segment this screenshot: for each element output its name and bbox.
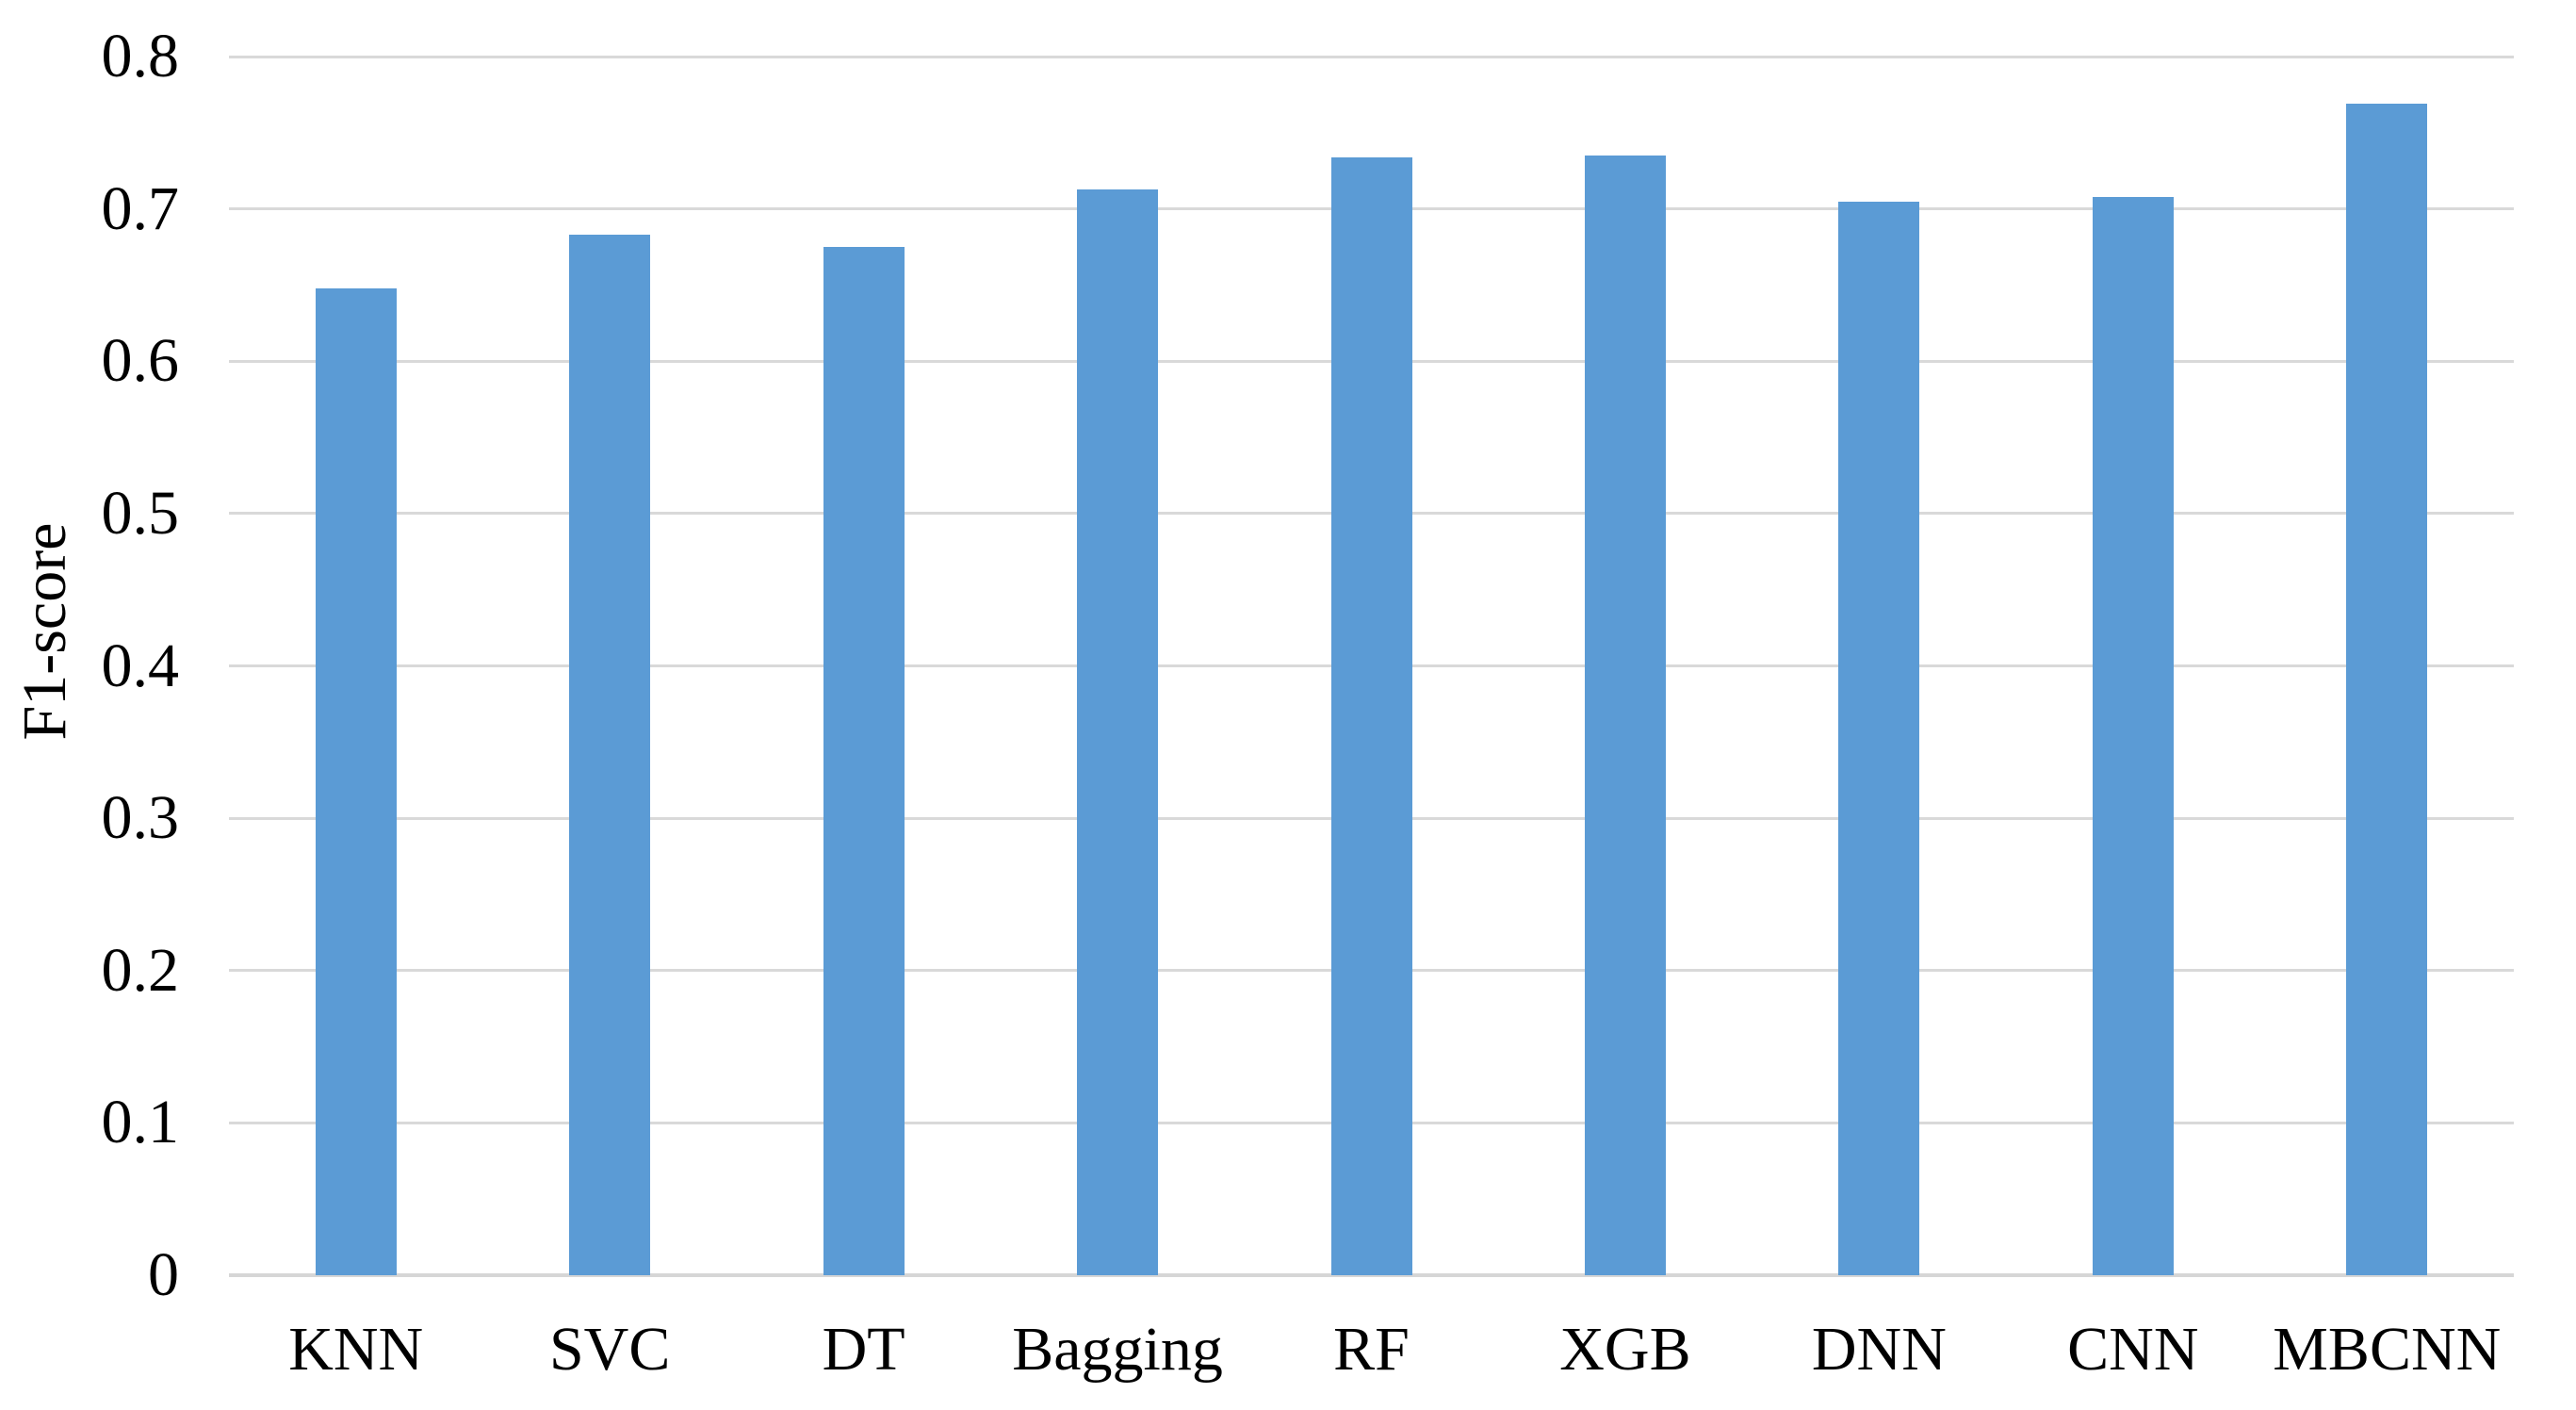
gridline-y-0.8 [229, 55, 2514, 58]
bar-dt [823, 247, 905, 1275]
x-category-label-rf: RF [1333, 1315, 1410, 1384]
y-tick-label-0.7: 0.7 [101, 173, 180, 243]
x-category-label-bagging: Bagging [1012, 1315, 1223, 1384]
y-tick-label-0: 0 [148, 1240, 179, 1309]
bar-knn [315, 287, 397, 1275]
bar-rf [1330, 156, 1412, 1275]
bar-mbcnn [2346, 104, 2428, 1275]
bar-bagging [1077, 189, 1159, 1275]
bar-xgb [1584, 156, 1666, 1275]
x-axis-line [229, 1273, 2514, 1277]
x-category-label-knn: KNN [288, 1315, 424, 1384]
bar-svc [569, 235, 651, 1275]
y-tick-label-0.8: 0.8 [101, 22, 180, 90]
x-category-label-mbcnn: MBCNN [2273, 1315, 2502, 1384]
y-tick-label-0.4: 0.4 [101, 631, 180, 700]
x-category-label-cnn: CNN [2067, 1315, 2199, 1384]
y-tick-label-0.2: 0.2 [101, 935, 180, 1005]
x-category-label-dnn: DNN [1811, 1315, 1947, 1384]
y-tick-label-0.1: 0.1 [101, 1088, 180, 1157]
x-category-label-xgb: XGB [1559, 1315, 1691, 1384]
y-tick-label-0.6: 0.6 [101, 326, 180, 396]
x-category-label-svc: SVC [548, 1315, 671, 1384]
x-category-label-dt: DT [822, 1315, 905, 1384]
y-tick-label-0.3: 0.3 [101, 783, 180, 853]
bar-cnn [2092, 196, 2174, 1275]
y-tick-label-0.5: 0.5 [101, 478, 180, 548]
bar-dnn [1838, 201, 1920, 1275]
